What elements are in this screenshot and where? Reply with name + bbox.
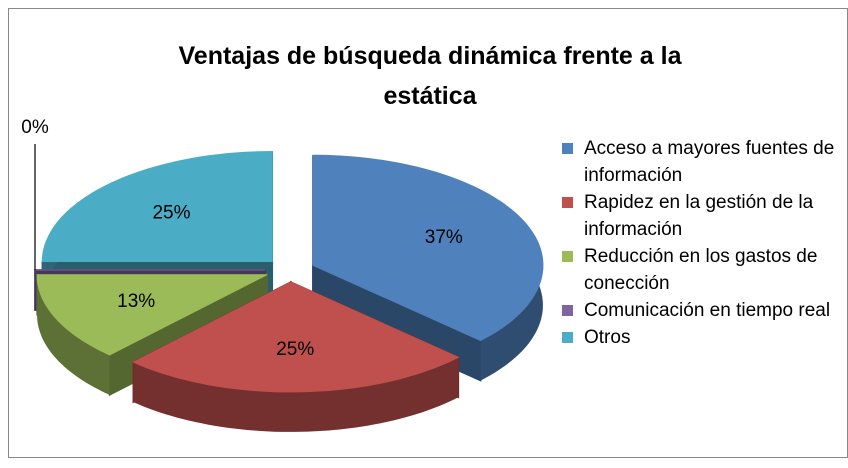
data-label: 37%: [425, 227, 463, 248]
legend-swatch: [562, 143, 573, 154]
legend-swatch: [562, 305, 573, 316]
legend-label: Rapidez en la gestión de la información: [584, 192, 814, 240]
legend-label: Otros: [584, 327, 631, 348]
slice-top: [41, 150, 273, 262]
legend: Acceso a mayores fuentes de información R…: [560, 135, 848, 351]
legend-label: Comunicación en tiempo real: [584, 300, 831, 321]
legend-item: Rapidez en la gestión de la información: [560, 189, 848, 243]
legend-item: Acceso a mayores fuentes de información: [560, 135, 848, 189]
legend-item: Comunicación en tiempo real: [560, 297, 848, 324]
data-label: 25%: [152, 202, 190, 223]
legend-item: Reducción en los gastos de conección: [560, 243, 848, 297]
legend-label: Reducción en los gastos de conección: [584, 246, 818, 294]
legend-label: Acceso a mayores fuentes de información: [584, 138, 835, 186]
data-label: 13%: [117, 291, 155, 312]
data-label: 25%: [276, 339, 314, 360]
slice-top: [132, 281, 460, 393]
slice-wall: [37, 274, 110, 395]
chart-title: Ventajas de búsqueda dinámica frente a l…: [178, 42, 682, 110]
slice-wall: [133, 357, 459, 432]
slice-top: [36, 274, 268, 356]
legend-swatch: [562, 332, 573, 343]
legend-swatch: [562, 251, 573, 262]
legend-item: Otros: [560, 324, 848, 351]
data-label: 0%: [21, 117, 49, 138]
legend-swatch: [562, 197, 573, 208]
slice-top: [312, 154, 544, 342]
pie-slice: [132, 280, 460, 432]
